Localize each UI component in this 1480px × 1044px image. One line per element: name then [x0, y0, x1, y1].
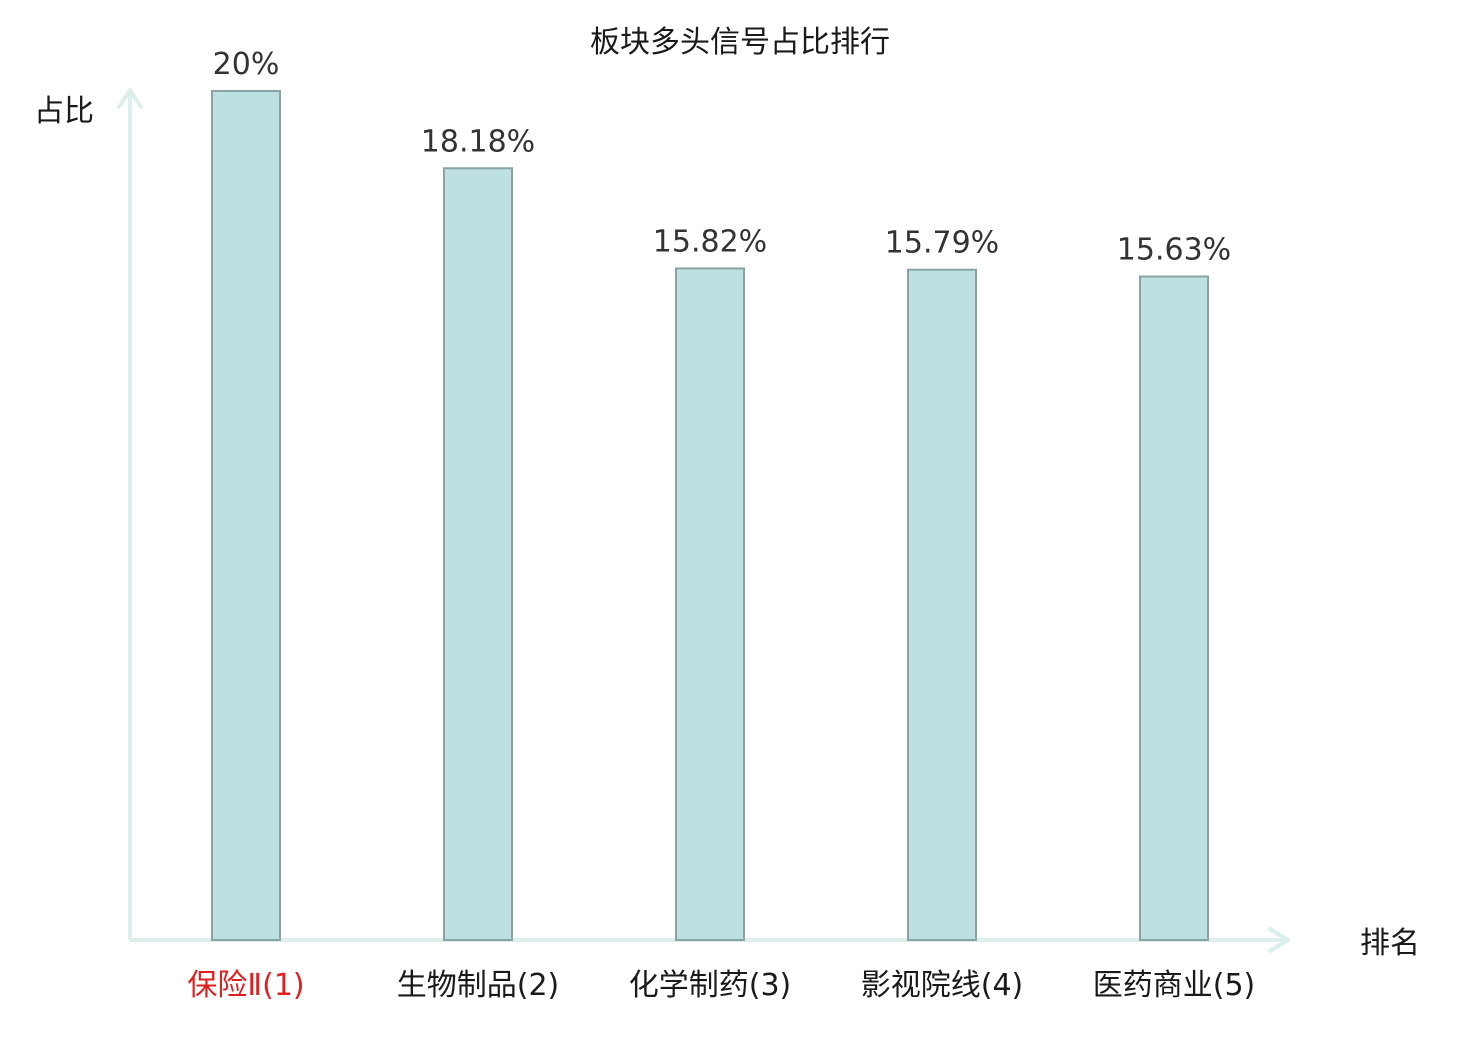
bar-value-label: 15.82%	[653, 224, 767, 259]
category-tick-label: 保险Ⅱ(1)	[187, 968, 304, 1003]
bar	[443, 167, 513, 942]
bar-value-label: 18.18%	[421, 124, 535, 159]
bar-value-label: 15.63%	[1117, 233, 1231, 268]
x-axis-arrow-icon	[1268, 927, 1290, 953]
y-axis-label: 占比	[34, 94, 94, 129]
y-axis-arrow-icon	[117, 88, 143, 109]
category-tick-label: 化学制药(3)	[629, 968, 792, 1003]
bar	[1139, 275, 1209, 942]
bar-series	[211, 90, 1209, 942]
bar	[907, 268, 977, 942]
category-tick-label: 影视院线(4)	[861, 968, 1024, 1003]
value-labels: 20% 18.18% 15.82% 15.79% 15.63%	[213, 47, 1232, 268]
chart-title: 板块多头信号占比排行	[590, 25, 890, 60]
bar	[211, 90, 281, 941]
category-tick-label: 生物制品(2)	[397, 968, 560, 1003]
bar-value-label: 20%	[213, 47, 280, 82]
bar-value-label: 15.79%	[885, 226, 999, 261]
x-axis-label: 排名	[1360, 926, 1420, 961]
category-labels: 保险Ⅱ(1) 生物制品(2) 化学制药(3) 影视院线(4) 医药商业(5)	[187, 968, 1255, 1003]
bar	[675, 267, 745, 942]
category-tick-label: 医药商业(5)	[1093, 968, 1256, 1003]
